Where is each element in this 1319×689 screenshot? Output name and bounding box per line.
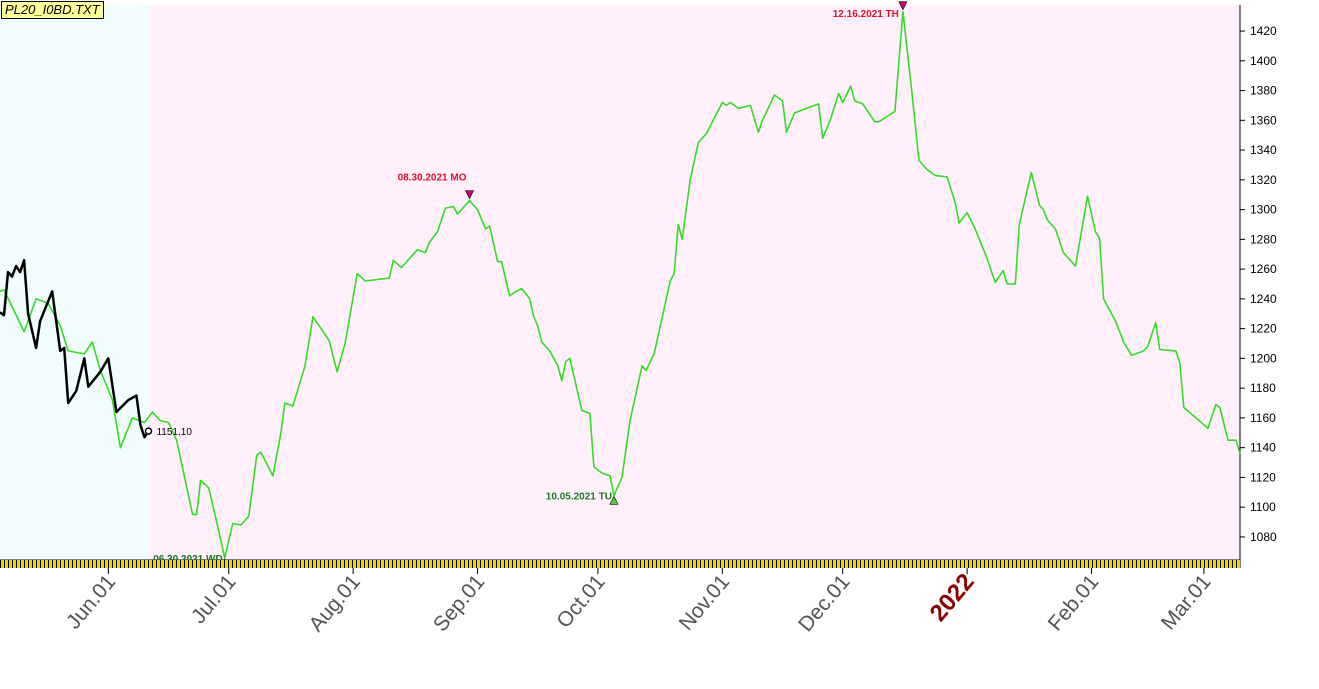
y-tick-label: 1360 <box>1250 113 1277 127</box>
day-ruler <box>0 560 1240 568</box>
x-tick-label: Nov.01 <box>675 570 734 635</box>
y-tick-label: 1300 <box>1250 203 1277 217</box>
high-marker <box>898 1 908 11</box>
end-label: 1151.10 <box>156 427 192 438</box>
x-tick-label: Jun.01 <box>62 570 120 633</box>
y-tick-label: 1400 <box>1250 54 1277 68</box>
y-tick-label: 1180 <box>1250 381 1276 395</box>
y-tick-label: 1160 <box>1250 411 1276 425</box>
x-tick-label: Mar.01 <box>1157 570 1216 634</box>
annotation-label: 06.30.2021 WD <box>153 554 223 565</box>
x-tick-label: Oct.01 <box>552 570 609 632</box>
x-tick-label: Jul.01 <box>187 570 241 628</box>
y-tick-label: 1220 <box>1250 322 1277 336</box>
y-tick-label: 1200 <box>1250 351 1277 365</box>
annotation-label: 12.16.2021 TH <box>833 9 899 20</box>
annotation-label: 10.05.2021 TU <box>546 491 612 502</box>
series-line <box>0 10 1241 559</box>
chart-title: PL20_I0BD.TXT <box>1 1 104 19</box>
shaded-region <box>0 5 149 560</box>
y-tick-label: 1380 <box>1250 84 1277 98</box>
y-tick-label: 1420 <box>1250 24 1277 38</box>
y-tick-label: 1100 <box>1250 500 1276 514</box>
y-tick-label: 1140 <box>1250 441 1276 455</box>
x-tick-label: Sep.01 <box>429 570 489 636</box>
y-tick-label: 1240 <box>1250 292 1277 306</box>
x-tick-label: Aug.01 <box>305 570 365 636</box>
x-tick-label: 2022 <box>925 569 980 627</box>
high-marker <box>465 190 475 200</box>
end-marker <box>144 427 153 435</box>
y-tick-label: 1280 <box>1250 232 1277 246</box>
x-tick-label: Dec.01 <box>794 570 854 636</box>
y-tick-label: 1260 <box>1250 262 1277 276</box>
low-marker <box>609 495 619 505</box>
annotation-label: 08.30.2021 MO <box>398 173 467 184</box>
series-line <box>0 258 150 439</box>
y-tick-label: 1080 <box>1250 530 1277 544</box>
x-tick-label: Feb.01 <box>1044 570 1104 635</box>
y-tick-label: 1320 <box>1250 173 1277 187</box>
y-tick-label: 1120 <box>1250 470 1276 484</box>
y-tick-label: 1340 <box>1250 143 1277 157</box>
shaded-region <box>148 5 1240 560</box>
